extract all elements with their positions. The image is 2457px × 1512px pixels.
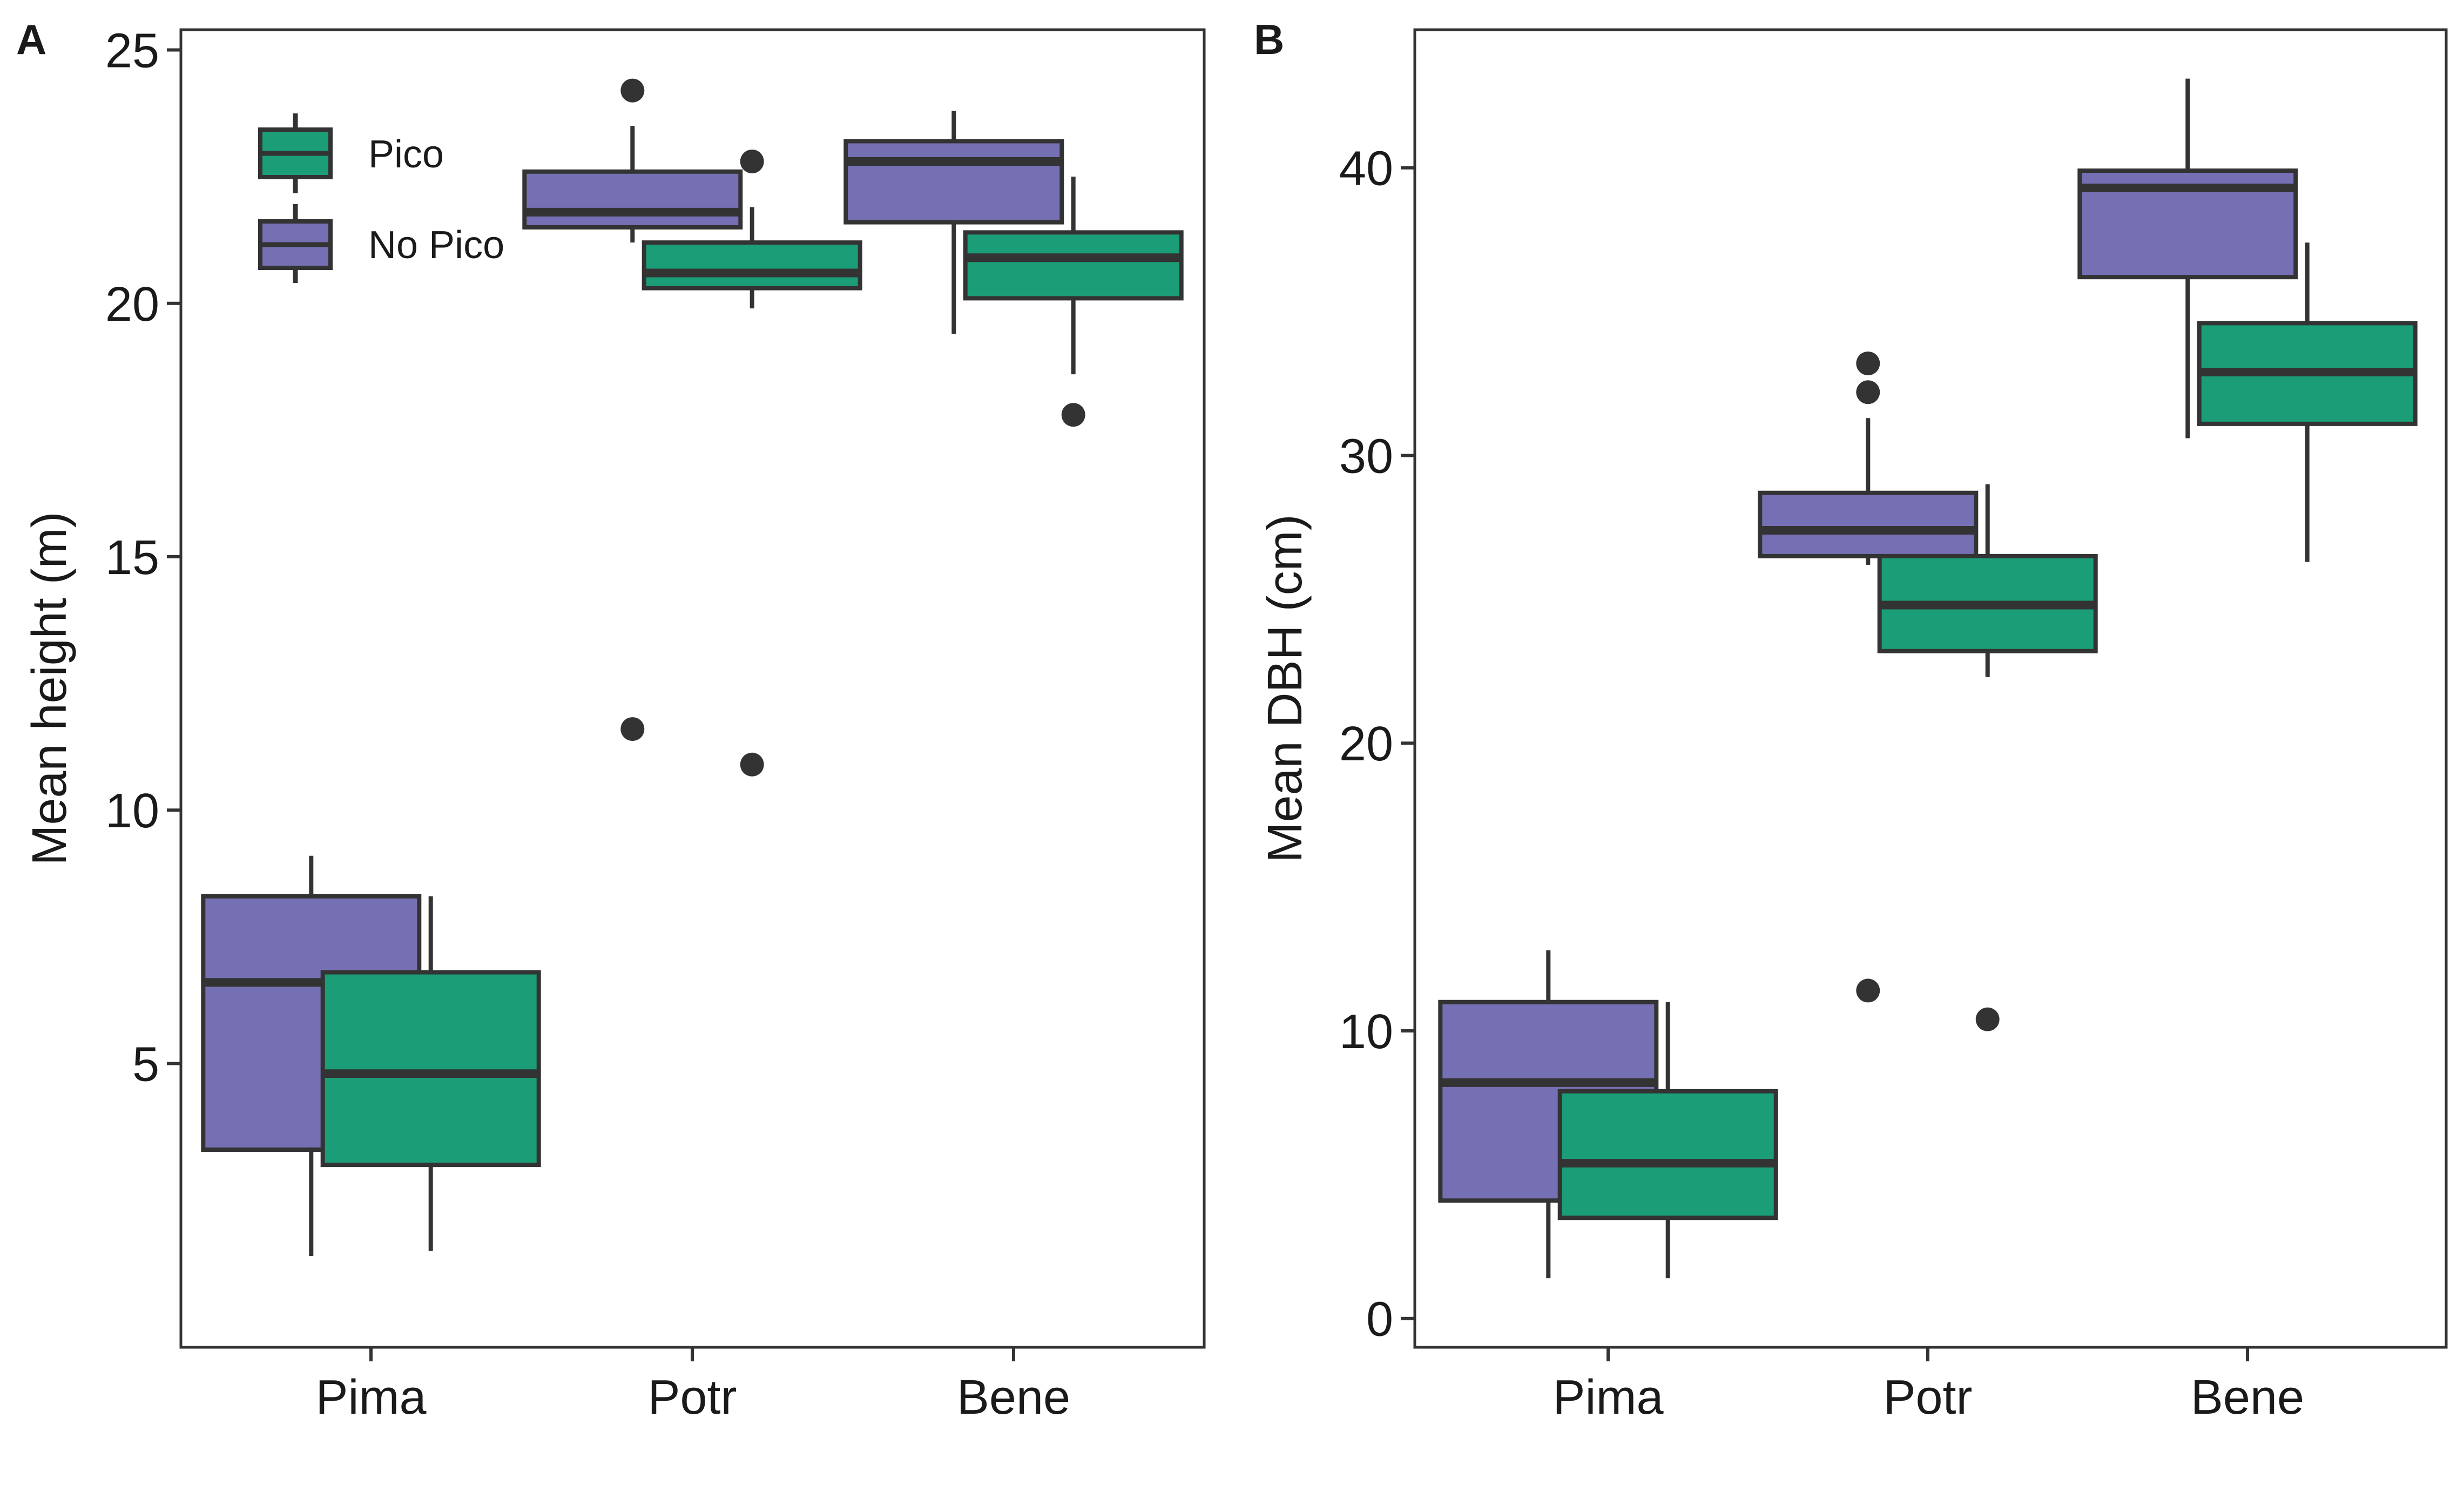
outlier-point [1856,351,1880,375]
panel-a-letter: A [16,16,46,63]
y-tick-label: 5 [132,1037,159,1091]
box-body [522,169,743,230]
panel-a-marks [201,78,1184,1257]
box-pico-pima [320,896,541,1251]
panel-b: B Mean DBH (cm) 0 10 20 30 40 Pima Potr Bene [1254,16,2448,1425]
outlier-point [620,717,645,741]
panel-b-y-axis: 0 10 20 30 40 [1339,142,1415,1347]
y-tick-label: 25 [105,24,159,78]
y-tick-label: 20 [1339,717,1393,771]
y-tick-label: 10 [1339,1005,1393,1059]
panel-b-marks [1438,78,2418,1279]
x-tick-label: Bene [957,1371,1070,1425]
legend-key-no-pico [258,204,333,283]
box-pico-potr [642,150,862,777]
legend-key-pico [258,113,333,193]
panel-b-x-axis: Pima Potr Bene [1552,1347,2304,1425]
y-tick-label: 20 [105,278,159,332]
x-tick-label: Potr [647,1371,737,1425]
box-body [1758,490,1979,558]
panel-a-y-axis: 5 10 15 20 25 [105,24,181,1091]
box-body [642,240,862,291]
box-body [843,139,1064,225]
y-tick-label: 40 [1339,142,1393,196]
legend: Pico No Pico [258,113,504,283]
box-body [963,230,1184,301]
box-body [320,970,541,1167]
outlier-point [1975,1007,2000,1031]
outlier-point [740,752,764,777]
box-no-pico-bene [843,111,1064,334]
x-tick-label: Pima [315,1371,427,1425]
panel-b-frame [1413,28,2448,1349]
y-tick-label: 0 [1366,1293,1393,1347]
y-tick-label: 10 [105,784,159,838]
outlier-point [1856,978,1880,1003]
box-body [1557,1089,1778,1220]
outlier-point [620,78,645,103]
panel-a-x-axis: Pima Potr Bene [315,1347,1070,1425]
panel-b-letter: B [1254,16,1284,63]
y-tick-label: 15 [105,531,159,585]
panel-b-y-axis-title: Mean DBH (cm) [1258,514,1312,862]
box-no-pico-potr [522,78,743,741]
x-tick-label: Pima [1552,1371,1664,1425]
box-no-pico-potr [1758,351,1979,1003]
box-pico-pima [1557,1002,1778,1279]
legend-label-pico: Pico [368,133,444,176]
box-pico-potr [1877,484,2098,1031]
outlier-point [1061,403,1085,427]
x-tick-label: Potr [1883,1371,1972,1425]
x-tick-label: Bene [2191,1371,2304,1425]
panel-a: A Mean height (m) 5 10 15 20 25 Pima Potr Bene… [16,16,1206,1425]
y-tick-label: 30 [1339,429,1393,483]
outlier-point [1856,380,1880,404]
box-pico-bene [2197,242,2418,562]
box-pico-bene [963,177,1184,427]
panel-a-y-axis-title: Mean height (m) [23,511,77,865]
outlier-point [740,150,764,173]
box-no-pico-bene [2077,78,2298,438]
legend-label-no-pico: No Pico [368,224,504,267]
